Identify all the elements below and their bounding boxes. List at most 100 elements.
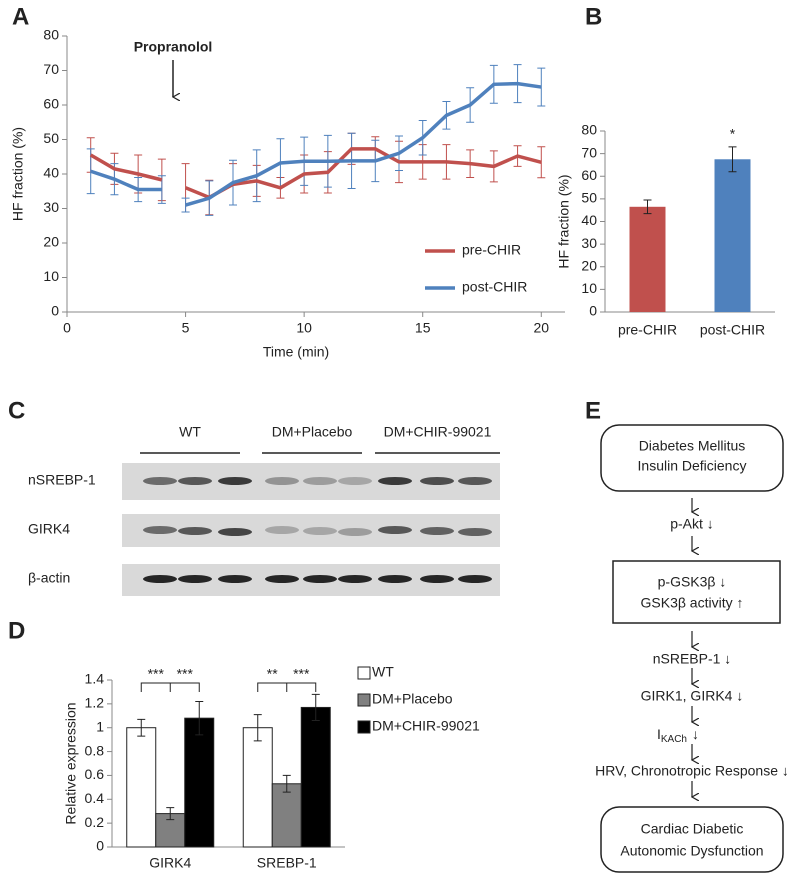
y-tick-label: 0 bbox=[589, 303, 597, 319]
y-tick-label: 1.2 bbox=[85, 695, 105, 711]
flow-box bbox=[612, 560, 781, 624]
x-tick-label: 10 bbox=[296, 320, 312, 336]
bar bbox=[126, 727, 157, 848]
error-bar bbox=[195, 700, 204, 736]
bar bbox=[184, 717, 215, 848]
error-bar bbox=[282, 774, 291, 793]
y-tick-label: 20 bbox=[43, 234, 59, 250]
blot-row-label: nSREBP-1 bbox=[28, 472, 96, 488]
x-tick-label: SREBP-1 bbox=[257, 855, 317, 871]
flow-node-text: Cardiac Diabetic bbox=[641, 821, 744, 837]
y-tick-label: 0 bbox=[96, 838, 104, 854]
flow-box bbox=[600, 424, 784, 492]
significance-mark: *** bbox=[148, 666, 165, 682]
flow-node-text: nSREBP-1 ↓ bbox=[653, 651, 732, 667]
flow-node-text: IKACh ↓ bbox=[657, 726, 699, 745]
significance-bracket bbox=[257, 682, 317, 692]
blot-band bbox=[458, 528, 492, 536]
x-axis-title: Time (min) bbox=[263, 344, 329, 360]
data-line bbox=[90, 81, 542, 207]
blot-band bbox=[378, 526, 412, 534]
y-tick-label: 30 bbox=[43, 199, 59, 215]
y-tick-label: 80 bbox=[43, 27, 59, 43]
blot-band bbox=[218, 477, 252, 485]
legend-label: DM+CHIR-99021 bbox=[372, 718, 480, 734]
blot-band bbox=[265, 575, 299, 583]
y-tick-label: 80 bbox=[581, 122, 597, 138]
legend-label: DM+Placebo bbox=[372, 691, 453, 707]
error-bar bbox=[311, 693, 320, 722]
error-bar bbox=[728, 146, 737, 173]
y-axis-title: Relative expression bbox=[63, 702, 79, 824]
blot-band bbox=[420, 477, 454, 485]
significance-mark: *** bbox=[177, 666, 194, 682]
y-tick-label: 70 bbox=[581, 144, 597, 160]
blot-band bbox=[265, 477, 299, 485]
blot-band bbox=[458, 477, 492, 485]
flow-node-text: GIRK1, GIRK4 ↓ bbox=[641, 688, 744, 704]
panel-label: A bbox=[12, 3, 29, 30]
panel-label: D bbox=[8, 617, 25, 644]
error-bar bbox=[537, 67, 546, 107]
blot-band bbox=[265, 526, 299, 534]
y-tick-label: 40 bbox=[43, 165, 59, 181]
blot-band bbox=[420, 527, 454, 535]
legend-swatch bbox=[357, 720, 371, 734]
y-tick-label: 50 bbox=[581, 190, 597, 206]
y-tick-label: 1.4 bbox=[85, 671, 105, 687]
blot-band bbox=[338, 575, 372, 583]
x-tick-label: pre-CHIR bbox=[618, 322, 677, 338]
blot-band bbox=[458, 575, 492, 583]
blot-band bbox=[218, 575, 252, 583]
legend-label: post-CHIR bbox=[462, 279, 527, 295]
x-tick-label: 20 bbox=[533, 320, 549, 336]
y-tick-label: 60 bbox=[43, 96, 59, 112]
flow-node-text: GSK3β activity ↑ bbox=[641, 595, 744, 611]
flow-node-arrow: ↓ bbox=[692, 726, 699, 742]
x-tick-label: GIRK4 bbox=[149, 855, 191, 871]
data-line bbox=[89, 147, 542, 200]
y-tick-label: 0 bbox=[51, 303, 59, 319]
blot-row-label: β-actin bbox=[28, 570, 70, 586]
blot-band bbox=[143, 575, 177, 583]
blot-band bbox=[338, 528, 372, 536]
error-bar bbox=[137, 718, 146, 737]
significance-mark: ** bbox=[267, 666, 278, 682]
blot-band bbox=[420, 575, 454, 583]
bar bbox=[629, 206, 666, 312]
flow-node-text: Diabetes Mellitus bbox=[639, 438, 746, 454]
y-tick-label: 50 bbox=[43, 130, 59, 146]
flow-node-text: p-GSK3β ↓ bbox=[658, 574, 727, 590]
panel-label: E bbox=[585, 397, 601, 424]
panel-label: C bbox=[8, 397, 25, 424]
blot-band bbox=[303, 527, 337, 535]
blot-band bbox=[178, 575, 212, 583]
legend-swatch bbox=[357, 666, 371, 680]
y-tick-label: 0.4 bbox=[85, 790, 105, 806]
blot-group-label: DM+CHIR-99021 bbox=[384, 424, 492, 440]
bar bbox=[242, 727, 273, 848]
y-tick-label: 10 bbox=[43, 268, 59, 284]
legend-swatch bbox=[357, 693, 371, 707]
blot-band bbox=[338, 477, 372, 485]
blot-band bbox=[378, 477, 412, 485]
blot-band bbox=[178, 527, 212, 535]
bar bbox=[300, 706, 331, 848]
blot-band bbox=[303, 477, 337, 485]
y-tick-label: 20 bbox=[581, 257, 597, 273]
flow-node-main: I bbox=[657, 726, 661, 742]
flow-node-text: HRV, Chronotropic Response ↓ bbox=[595, 763, 789, 779]
blot-group-label: DM+Placebo bbox=[272, 424, 353, 440]
flow-box bbox=[600, 806, 784, 873]
y-tick-label: 30 bbox=[581, 235, 597, 251]
blot-band bbox=[178, 477, 212, 485]
panel-label: B bbox=[585, 3, 602, 30]
significance-bracket bbox=[140, 682, 200, 692]
y-tick-label: 1 bbox=[96, 718, 104, 734]
y-axis-title: HF fraction (%) bbox=[10, 127, 26, 221]
error-bar bbox=[253, 714, 262, 742]
bar bbox=[271, 783, 302, 848]
flow-node-subscript: KACh bbox=[661, 734, 687, 745]
